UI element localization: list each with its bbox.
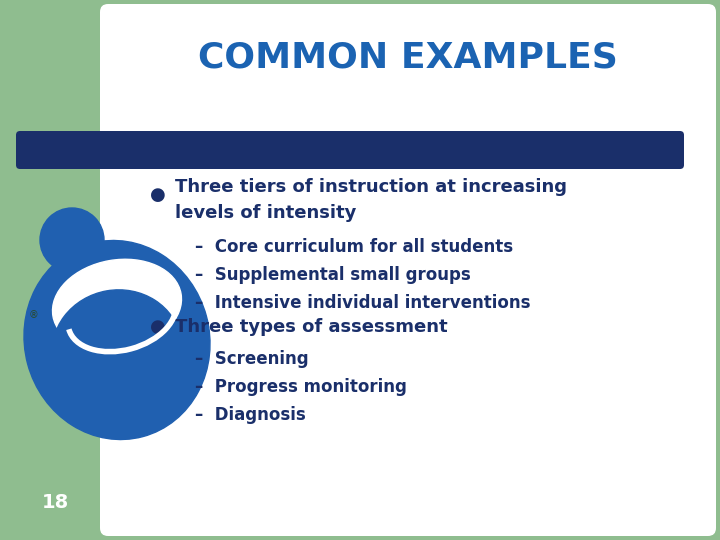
Ellipse shape — [52, 290, 182, 410]
FancyBboxPatch shape — [100, 4, 716, 536]
FancyBboxPatch shape — [16, 131, 684, 169]
Ellipse shape — [53, 259, 181, 351]
Ellipse shape — [24, 240, 210, 440]
Text: COMMON EXAMPLES: COMMON EXAMPLES — [198, 41, 618, 75]
Text: –  Progress monitoring: – Progress monitoring — [195, 378, 407, 396]
Text: –  Supplemental small groups: – Supplemental small groups — [195, 266, 471, 284]
Text: –  Screening: – Screening — [195, 350, 309, 368]
Text: 18: 18 — [41, 492, 68, 511]
Text: ●: ● — [150, 186, 166, 204]
Text: Three types of assessment: Three types of assessment — [175, 318, 448, 336]
Text: –  Diagnosis: – Diagnosis — [195, 406, 306, 424]
Text: –  Intensive individual interventions: – Intensive individual interventions — [195, 294, 531, 312]
Circle shape — [40, 208, 104, 272]
Text: –  Core curriculum for all students: – Core curriculum for all students — [195, 238, 513, 256]
Text: levels of intensity: levels of intensity — [175, 204, 356, 222]
Text: ®: ® — [29, 310, 39, 320]
Text: Three tiers of instruction at increasing: Three tiers of instruction at increasing — [175, 178, 567, 196]
Text: ●: ● — [150, 318, 166, 336]
